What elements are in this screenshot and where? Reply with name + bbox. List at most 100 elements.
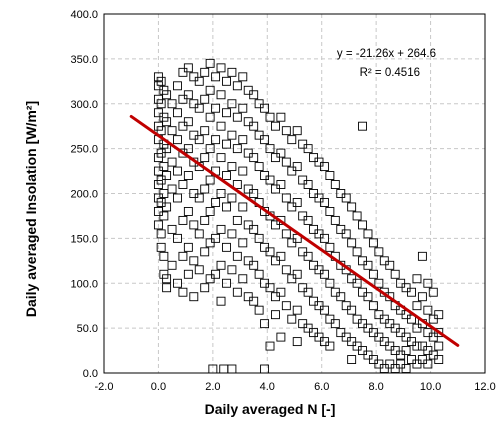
y-tick-label: 250.0: [70, 144, 98, 156]
data-point: [292, 198, 302, 207]
data-point: [205, 85, 215, 95]
data-point: [156, 242, 166, 252]
data-point: [407, 337, 416, 347]
data-point: [347, 305, 357, 315]
data-point: [238, 166, 248, 176]
data-point: [390, 364, 400, 373]
data-point: [156, 175, 166, 185]
data-point: [159, 85, 169, 95]
data-point: [173, 135, 182, 145]
data-point: [374, 359, 384, 369]
data-point: [385, 359, 395, 369]
data-point: [249, 224, 259, 234]
data-point: [216, 90, 226, 100]
data-point: [287, 314, 297, 324]
data-point: [178, 251, 188, 261]
data-point: [254, 233, 264, 243]
data-point: [178, 121, 188, 131]
data-point: [189, 72, 199, 82]
data-point: [396, 328, 406, 338]
y-tick-label: 150.0: [70, 233, 98, 245]
data-point: [162, 202, 172, 212]
data-point: [325, 171, 335, 181]
data-point: [298, 283, 308, 293]
data-point: [153, 81, 163, 91]
data-point: [271, 256, 280, 266]
data-point: [153, 180, 163, 189]
data-point: [159, 251, 169, 261]
data-point: [319, 305, 329, 315]
data-point: [281, 229, 291, 239]
data-point: [211, 233, 221, 243]
data-point: [153, 220, 163, 230]
data-point: [271, 292, 280, 302]
data-point: [374, 310, 384, 320]
data-point: [276, 332, 286, 342]
data-point: [153, 206, 163, 216]
y-tick-labels: 0.0 50.0 100.0 150.0 200.0 250.0 300.0 350.0 400…: [70, 9, 98, 380]
data-point: [423, 346, 433, 356]
data-point: [216, 296, 226, 306]
data-point: [379, 364, 389, 373]
data-point: [189, 220, 199, 230]
data-point: [183, 269, 193, 279]
data-point: [271, 220, 280, 230]
data-point: [319, 162, 329, 172]
data-point: [407, 314, 416, 324]
data-point: [249, 260, 259, 270]
data-point: [249, 90, 259, 100]
data-point: [254, 162, 264, 172]
data-point: [341, 332, 351, 342]
data-point: [292, 269, 302, 279]
data-point: [276, 287, 286, 297]
data-point: [401, 346, 411, 356]
x-tick-label: 0.0: [151, 381, 166, 393]
data-point: [374, 278, 384, 288]
plot-area-frame: [103, 13, 486, 374]
data-point: [249, 189, 259, 198]
data-point: [189, 189, 199, 198]
data-point: [227, 265, 237, 275]
data-point: [159, 162, 169, 172]
y-tick-label: 400.0: [70, 9, 98, 21]
data-point: [434, 355, 444, 364]
data-point: [232, 251, 242, 261]
data-point: [325, 206, 335, 216]
data-point: [287, 202, 297, 212]
data-point: [162, 283, 172, 293]
data-point: [167, 99, 177, 109]
data-point: [276, 251, 286, 261]
data-point: [352, 341, 362, 351]
data-point: [260, 171, 270, 181]
x-tick-label: 2.0: [205, 381, 220, 393]
data-point: [347, 238, 357, 248]
data-point: [183, 206, 193, 216]
data-point: [379, 337, 389, 347]
data-point: [396, 350, 406, 360]
data-point: [336, 189, 346, 198]
data-point: [368, 328, 378, 338]
data-point: [156, 126, 166, 136]
data-point: [159, 211, 169, 221]
data-point: [309, 153, 318, 163]
y-axis-title: Daily averaged Insolation [W/m²]: [23, 101, 39, 317]
data-point: [243, 148, 253, 158]
data-point: [216, 224, 226, 234]
data-point: [347, 202, 357, 212]
data-point: [194, 103, 204, 113]
data-point: [412, 323, 422, 333]
data-point: [385, 260, 395, 270]
data-point: [232, 112, 242, 122]
data-point: [227, 229, 237, 239]
data-point: [303, 180, 313, 189]
data-point: [358, 346, 367, 356]
data-point: [200, 94, 210, 104]
data-point: [358, 319, 367, 329]
data-point: [227, 99, 237, 109]
data-point: [292, 126, 302, 136]
data-point: [374, 332, 384, 342]
data-point: [379, 314, 389, 324]
data-point: [254, 305, 264, 315]
data-point: [363, 292, 373, 302]
